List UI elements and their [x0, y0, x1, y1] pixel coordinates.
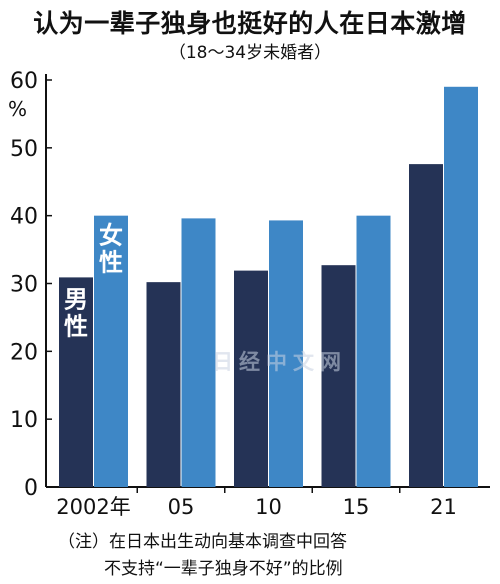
- y-tick-label: 30: [10, 273, 38, 298]
- x-tick-label: 2002年: [56, 495, 130, 519]
- x-tick-label: 05: [168, 495, 195, 519]
- bar-female: [181, 218, 216, 487]
- y-tick-label: 50: [10, 137, 38, 162]
- series-label-male: 性: [64, 312, 88, 340]
- bar-female: [356, 215, 391, 487]
- y-axis-unit: %: [8, 97, 28, 121]
- footnote-line-2: 不支持“一辈子独身不好”的比例: [104, 559, 343, 579]
- y-tick-label: 0: [24, 476, 38, 501]
- bar-female: [269, 220, 303, 488]
- bar-male: [321, 265, 356, 487]
- footnote-line-1: （注）在日本出生动向基本调查中回答: [58, 532, 347, 552]
- chart-title: 认为一辈子独身也挺好的人在日本激增: [33, 9, 467, 38]
- y-tick-label: 60: [10, 69, 38, 94]
- bar-female: [94, 215, 128, 487]
- chart-subtitle: （18～34岁未婚者）: [168, 43, 332, 63]
- x-tick-label: 15: [343, 495, 370, 519]
- bar-male: [409, 164, 443, 487]
- watermark: 日经中文网: [212, 349, 347, 374]
- bar-female: [444, 86, 478, 488]
- bar-male: [234, 270, 268, 487]
- series-label-female: 性: [99, 249, 123, 277]
- series-label-female: 女: [99, 222, 123, 250]
- bar-male: [59, 277, 93, 487]
- y-tick-label: 40: [10, 205, 38, 230]
- x-tick-label: 21: [430, 495, 457, 519]
- x-tick-label: 10: [255, 495, 282, 519]
- y-tick-label: 10: [10, 408, 38, 433]
- bar-male: [146, 282, 181, 487]
- y-tick-label: 20: [10, 340, 38, 365]
- series-label-male: 男: [64, 285, 88, 313]
